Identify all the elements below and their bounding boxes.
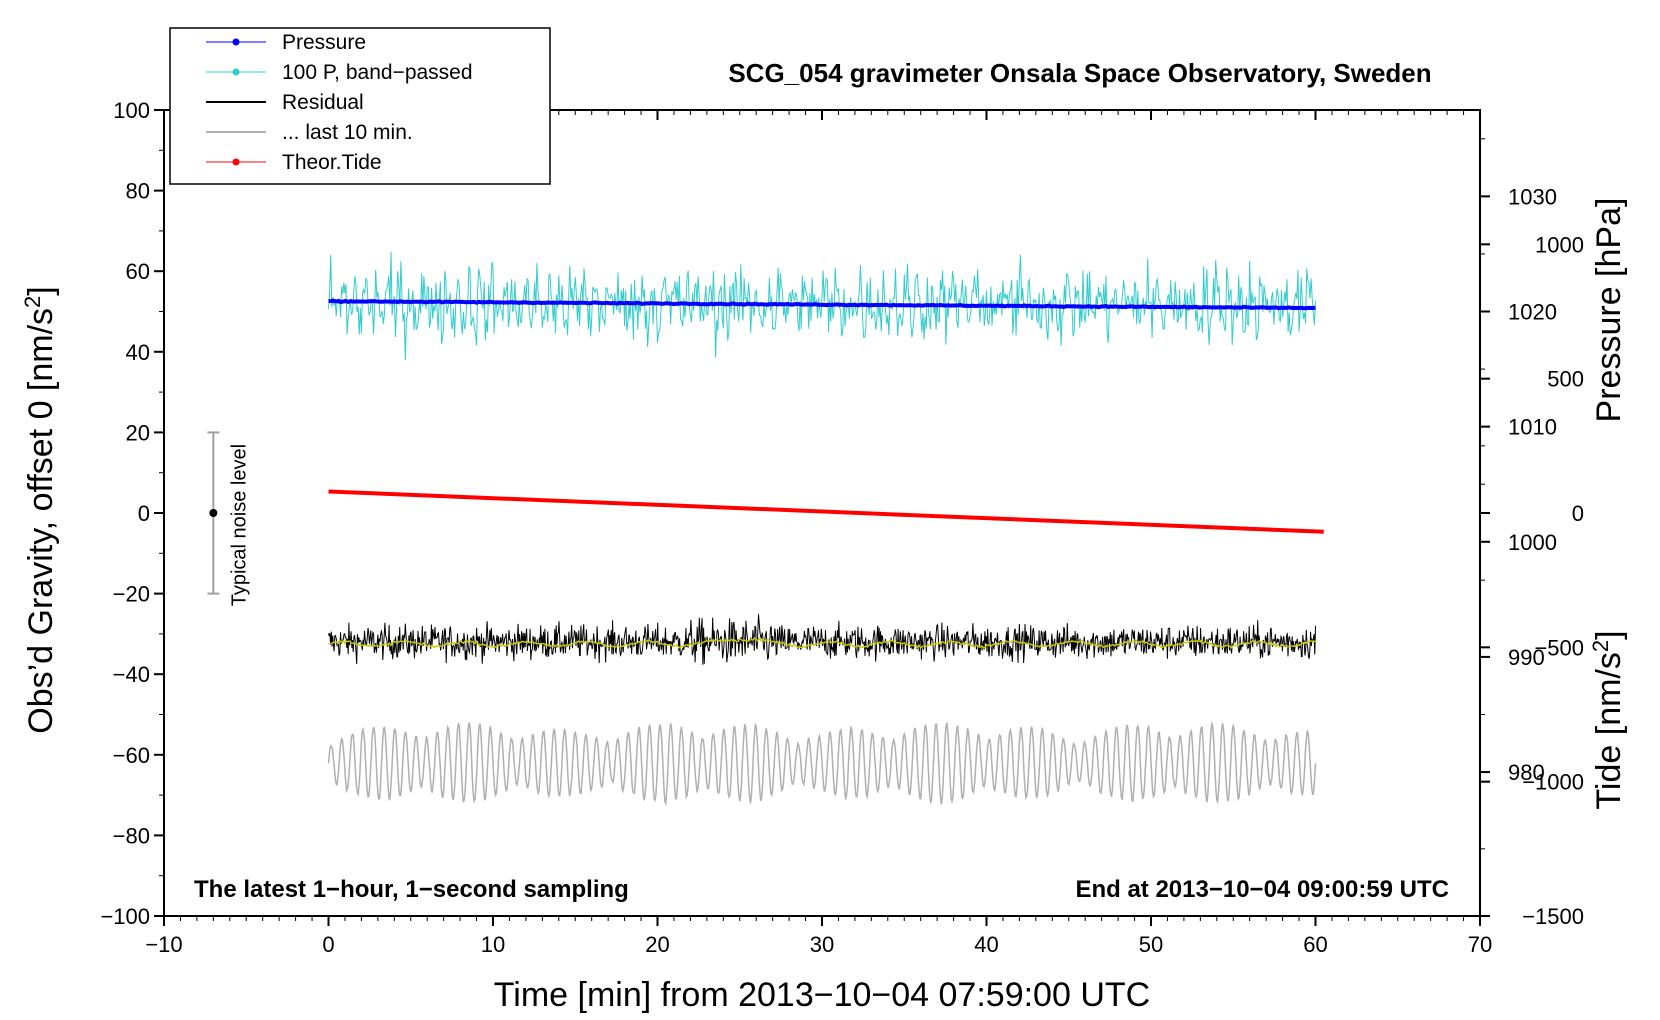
pressure-tick-label: 990 [1508,645,1545,670]
y-tick-label: 20 [126,420,150,445]
tide-tick-label: −1000 [1522,770,1584,795]
tide-tick-label: 1000 [1535,232,1584,257]
noise-bar-label: Typical noise level [228,444,250,606]
series-layer [327,251,1324,807]
y-tick-labels: −100 −80 −60 −40 −20 0 20 40 60 80 100 [100,98,150,929]
series-residual-smoothed-line [328,636,1316,649]
pressure-tick-label: 1000 [1508,530,1557,555]
y-tick-label: 60 [126,259,150,284]
legend-label: ... last 10 min. [282,121,413,144]
x-tick-label: −10 [145,932,182,957]
y-tick-label: −80 [113,823,150,848]
legend-label: 100 P, band−passed [282,61,473,84]
series-theor-tide-line [328,489,1324,534]
y-axis-title-left-end: ] [22,286,60,295]
series-residual-line [328,614,1316,665]
x-tick-label: 20 [645,932,669,957]
pressure-tick-label: 1030 [1508,184,1557,209]
legend-marker [232,38,240,46]
legend-marker [232,68,240,76]
legend-label: Residual [282,91,364,114]
tick-marks [154,109,1490,926]
y-axis-title-left: Obs’d Gravity, offset 0 [nm/s2] [20,286,61,733]
pressure-tick-labels: 980 990 1000 1010 1020 1030 [1508,184,1557,785]
tide-tick-label: −500 [1534,635,1584,660]
legend-items: Pressure 100 P, band−passed Residual ... la… [206,31,473,174]
pressure-tick-label: 1010 [1508,415,1557,440]
series-pressure-line [328,298,1316,311]
x-axis-title: Time [min] from 2013−10−04 07:59:00 UTC [494,976,1150,1014]
tide-tick-label: 0 [1572,501,1584,526]
y-tick-label: 80 [126,179,150,204]
legend-marker [232,158,240,166]
tide-axis-title-sup: 2 [1588,640,1613,652]
noise-bar-dot [209,509,218,517]
y-axis-title-left-main: Obs’d Gravity, offset 0 [nm/s [22,308,60,734]
tide-axis-title-main: Tide [nm/s [1590,652,1628,809]
x-tick-label: 50 [1139,932,1163,957]
legend-label: Theor.Tide [282,151,382,174]
x-tick-label: 0 [322,932,334,957]
legend-box [169,27,551,185]
legend: Pressure 100 P, band−passed Residual ... la… [169,27,551,185]
annotation-right: End at 2013−10−04 09:00:59 UTC [1075,876,1449,903]
annotation-left: The latest 1−hour, 1−second sampling [194,876,629,903]
y-tick-label: 100 [113,98,150,123]
x-tick-label: 70 [1468,932,1492,957]
pressure-tick-label: 1020 [1508,300,1557,325]
tide-tick-label: 500 [1547,367,1584,392]
tide-tick-labels: −1500 −1000 −500 0 500 1000 [1522,232,1584,929]
x-tick-labels: −10 0 10 20 30 40 50 60 70 [145,932,1492,957]
tide-axis-title: Tide [nm/s2] [1588,630,1629,809]
noise-bar: Typical noise level [207,431,250,606]
y-tick-label: −60 [113,743,150,768]
x-tick-label: 40 [974,932,998,957]
series-band-passed-line [328,251,1316,361]
y-tick-label: 0 [138,501,150,526]
tide-axis-title-end: ] [1590,630,1628,639]
y-tick-label: −100 [100,904,150,929]
x-tick-label: 60 [1303,932,1327,957]
x-tick-label: 30 [810,932,834,957]
tide-tick-label: −1500 [1522,904,1584,929]
legend-label: Pressure [282,31,366,54]
y-tick-label: −40 [113,662,150,687]
x-tick-label: 10 [481,932,505,957]
series-last-10-min-line [327,720,1317,807]
chart-title: SCG_054 gravimeter Onsala Space Observat… [728,58,1431,88]
y-axis-title-left-sup: 2 [20,296,45,308]
y-tick-label: 40 [126,340,150,365]
pressure-axis-title: Pressure [hPa] [1590,198,1628,423]
y-tick-label: −20 [113,582,150,607]
pressure-tick-label: 980 [1508,760,1545,785]
